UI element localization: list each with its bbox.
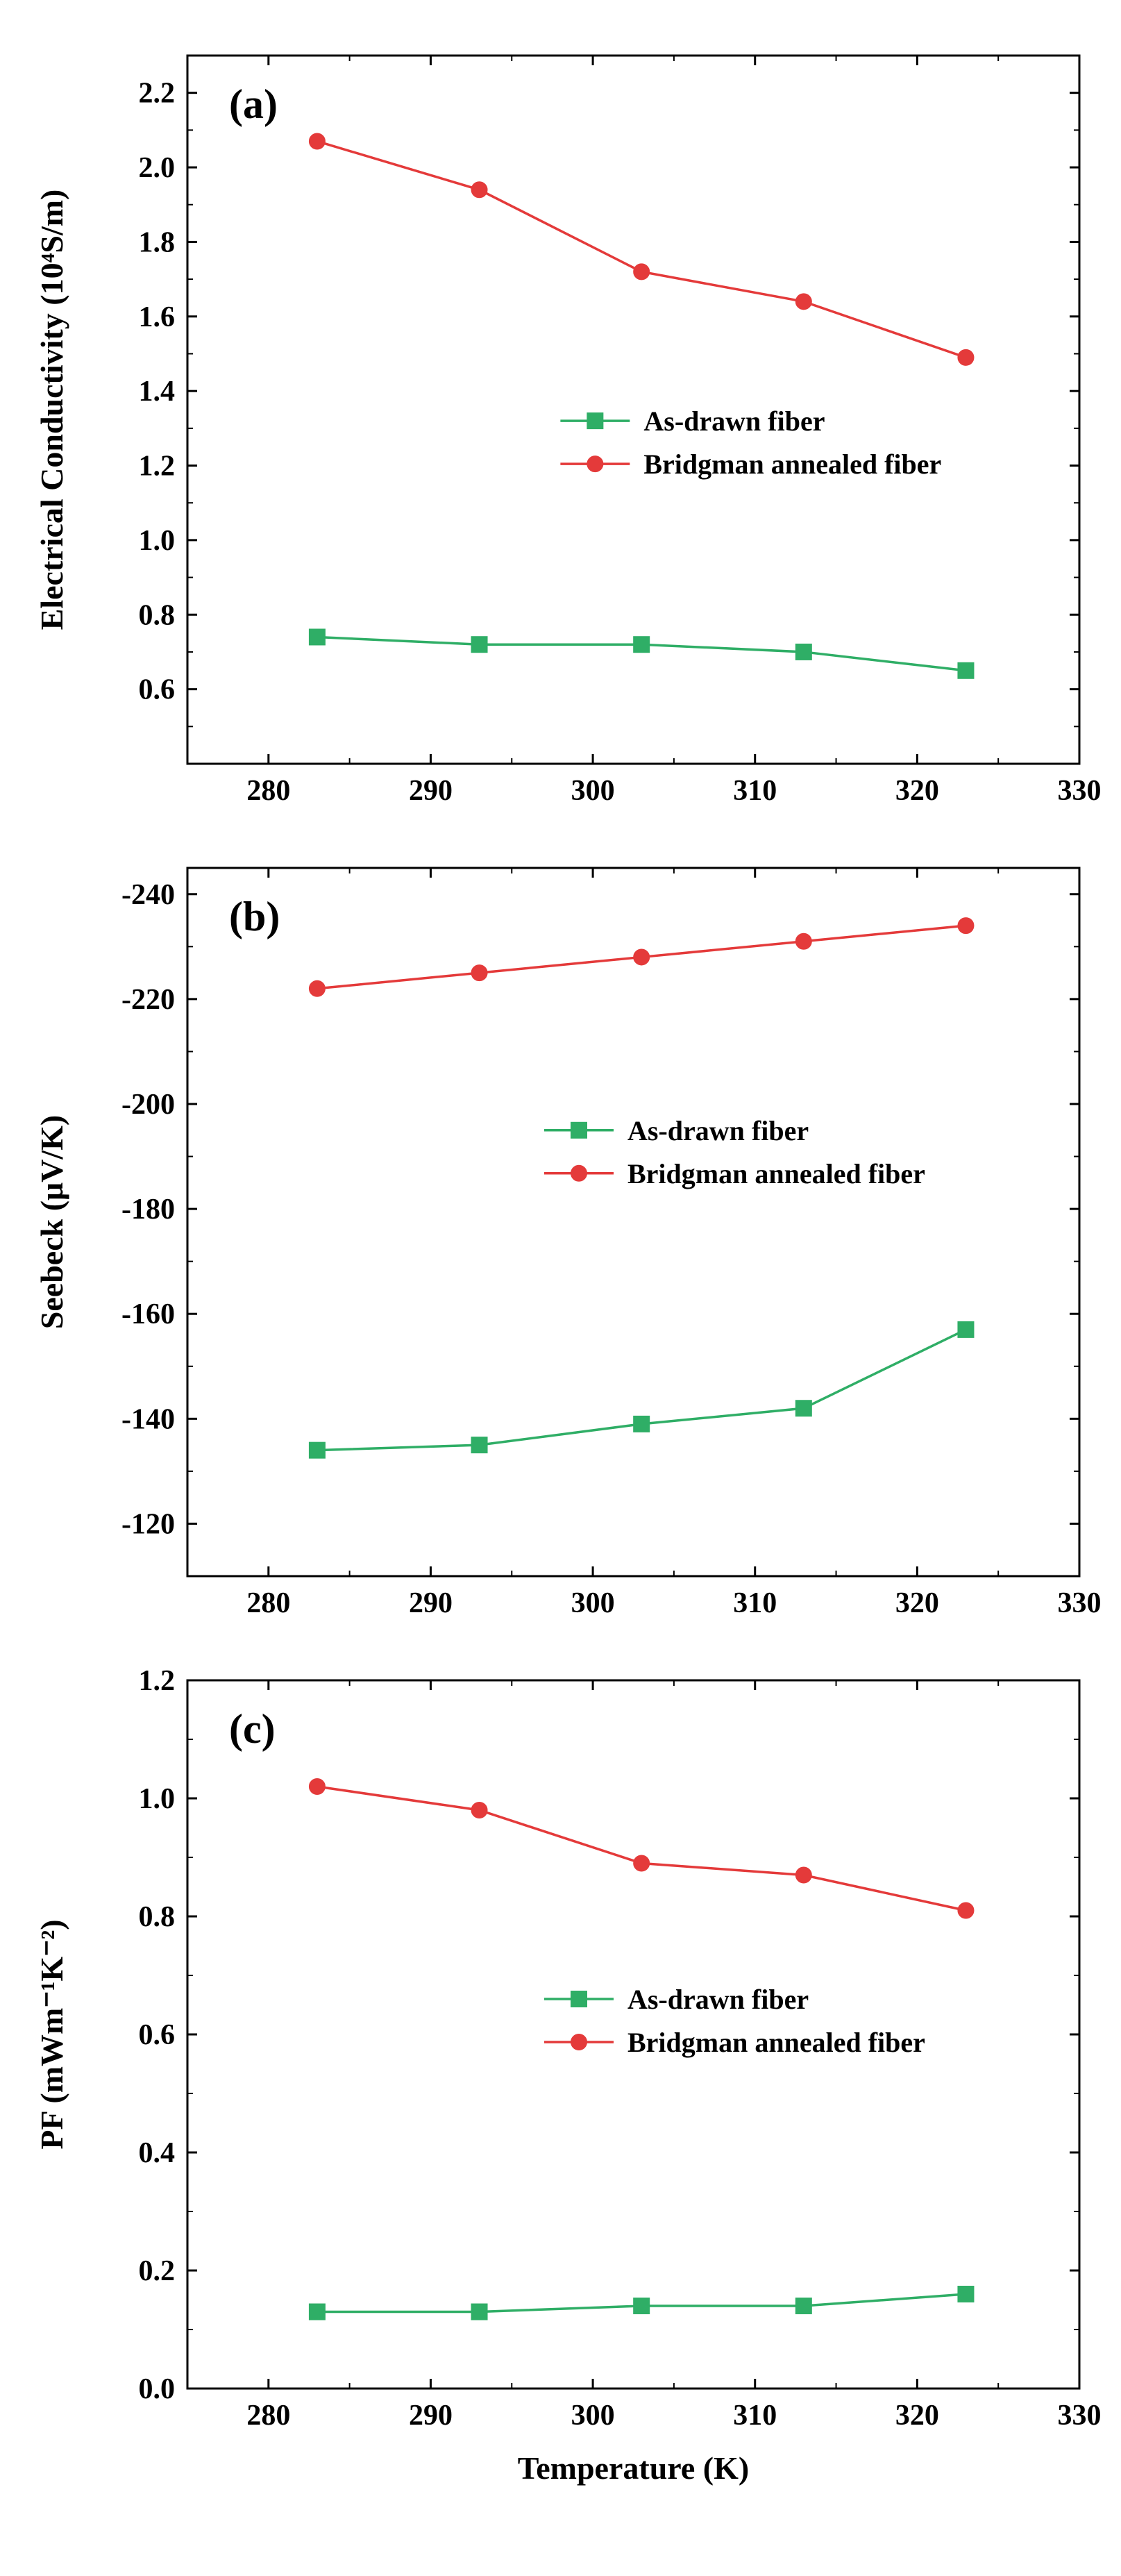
y-tick-label: 0.2 [139,2255,176,2287]
y-axis-title: Electrical Conductivity (10⁴S/m) [34,190,69,630]
panel-a: 280 290 300 310 320 330 0.6 0.8 1.0 1.2 1.4 1.6 1.8 2… [14,28,1107,812]
y-tick-label: -160 [121,1298,175,1330]
y-tick-label: -180 [121,1194,175,1226]
y-tick-label: -240 [121,879,175,911]
x-tick-label: 330 [1058,775,1102,807]
x-tick-label: 290 [409,775,453,807]
x-tick-label: 290 [409,2400,453,2432]
panel-c: 280 290 300 310 320 330 0.0 0.2 0.4 0.6 0.8 1.0 1.2 (… [14,1653,1107,2520]
y-tick-label: 1.4 [139,376,176,408]
x-tick-label: 300 [571,2400,615,2432]
y-tick-label: 2.2 [139,78,176,110]
series-line-bridgman [317,1787,966,1911]
legend-as_drawn: As-drawn fiber [627,1984,809,2015]
series-line-bridgman [317,141,966,357]
x-tick-label: 280 [246,775,290,807]
y-tick-label: 1.8 [139,226,176,258]
x-tick-label: 310 [733,775,777,807]
y-tick-label: -200 [121,1089,175,1121]
y-axis-title: Seebeck (μV/K) [34,1115,69,1329]
y-axis-title: PF (mWm⁻¹K⁻²) [34,1919,69,2149]
y-tick-label: 0.6 [139,2019,176,2051]
figure: 280 290 300 310 320 330 0.6 0.8 1.0 1.2 1.4 1.6 1.8 2… [0,0,1121,2576]
x-tick-label: 280 [246,1587,290,1619]
y-tick-label: 0.4 [139,2137,176,2169]
chart-c: 280 290 300 310 320 330 0.0 0.2 0.4 0.6 0.8 1.0 1.2 (… [14,1653,1107,2520]
panel-label: (c) [229,1706,276,1752]
chart-b: 280 290 300 310 320 330 -120 -140 -160 -180 -200 -2… [14,840,1107,1625]
x-tick-label: 310 [733,1587,777,1619]
legend-as_drawn: As-drawn fiber [643,405,825,437]
legend-bridgman: Bridgman annealed fiber [627,1158,925,1189]
y-tick-label: -220 [121,984,175,1016]
y-tick-label: 1.0 [139,525,176,557]
y-tick-label: 0.6 [139,674,176,706]
y-tick-label: 0.8 [139,1901,176,1933]
y-tick-label: 1.6 [139,301,176,333]
chart-a: 280 290 300 310 320 330 0.6 0.8 1.0 1.2 1.4 1.6 1.8 2… [14,28,1107,812]
y-tick-label: 0.0 [139,2373,176,2405]
panel-label: (a) [229,81,278,127]
y-tick-label: 1.2 [139,451,176,483]
x-tick-label: 330 [1058,2400,1102,2432]
x-tick-label: 280 [246,2400,290,2432]
panel-label: (b) [229,894,280,939]
legend-bridgman: Bridgman annealed fiber [627,2027,925,2058]
y-tick-label: 2.0 [139,152,176,184]
x-axis-title: Temperature (K) [518,2450,749,2486]
x-tick-label: 300 [571,1587,615,1619]
x-tick-label: 300 [571,775,615,807]
y-tick-label: 1.0 [139,1783,176,1815]
x-tick-label: 330 [1058,1587,1102,1619]
y-tick-label: 0.8 [139,599,176,631]
panel-b: 280 290 300 310 320 330 -120 -140 -160 -180 -200 -2… [14,840,1107,1625]
x-tick-label: 320 [895,2400,939,2432]
y-tick-label: -120 [121,1508,175,1540]
y-tick-label: 1.2 [139,1665,176,1697]
legend-bridgman: Bridgman annealed fiber [643,449,941,480]
y-tick-label: -140 [121,1403,175,1435]
x-tick-label: 310 [733,2400,777,2432]
x-tick-label: 320 [895,1587,939,1619]
x-tick-label: 290 [409,1587,453,1619]
x-tick-label: 320 [895,775,939,807]
legend-as_drawn: As-drawn fiber [627,1115,809,1146]
